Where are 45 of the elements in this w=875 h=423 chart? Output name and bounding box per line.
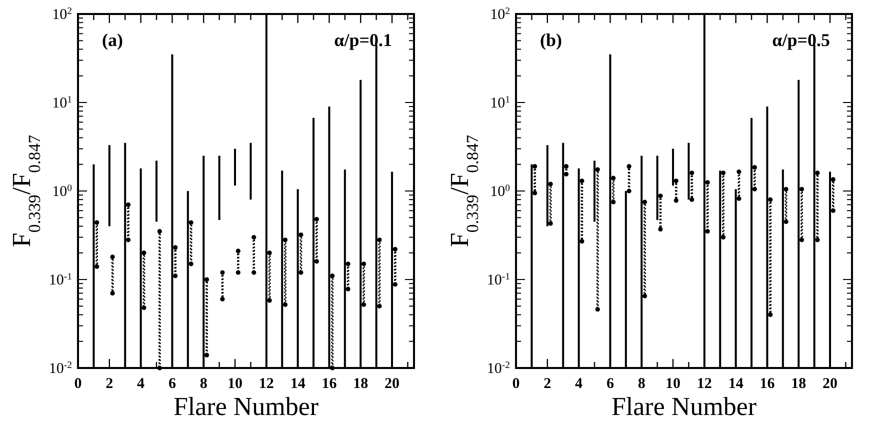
bar [250, 142, 252, 200]
bar [546, 145, 548, 226]
x-tick-label: 16 [760, 376, 776, 392]
bar [234, 148, 236, 186]
x-tick-label: 18 [791, 376, 806, 392]
x-tick-label: 16 [322, 376, 338, 392]
x-tick-label: 0 [74, 376, 82, 392]
y-tick-label: 10$^{-1}$ [486, 271, 510, 288]
y-tick-label: 10$^{0}$ [490, 182, 510, 200]
x-tick-label: 8 [638, 376, 646, 392]
annotation: α/p=0.5 [772, 30, 830, 50]
x-tick-label: 18 [353, 376, 368, 392]
y-tick-label: 10$^{2}$ [490, 6, 510, 23]
y-tick-label: 10$^{1}$ [490, 94, 510, 112]
y-tick-label: 10$^{-2}$ [48, 360, 72, 377]
bar [108, 145, 110, 226]
x-tick-label: 20 [822, 376, 838, 392]
x-tick-label: 4 [137, 376, 146, 392]
x-tick-label: 14 [290, 376, 306, 392]
x-tick-label: 10 [666, 376, 681, 392]
x-axis-title: Flare Number [611, 392, 757, 421]
x-tick-label: 20 [384, 376, 400, 392]
x-tick-label: 14 [728, 376, 744, 392]
x-tick-label: 4 [575, 376, 584, 392]
y-tick-label: 10$^{0}$ [52, 182, 72, 200]
annotation: α/p=0.1 [334, 30, 392, 50]
x-tick-label: 2 [544, 376, 552, 392]
y-tick-label: 10$^{-1}$ [48, 271, 72, 288]
bar [218, 156, 220, 220]
x-tick-label: 12 [696, 376, 712, 392]
bar [156, 160, 158, 222]
annotation: (a) [102, 30, 123, 50]
x-axis-title: Flare Number [173, 392, 319, 421]
x-tick-label: 2 [106, 376, 114, 392]
x-tick-label: 12 [258, 376, 274, 392]
y-tick-label: 10$^{2}$ [52, 6, 72, 23]
y-tick-label: 10$^{1}$ [52, 94, 72, 112]
x-tick-label: 8 [200, 376, 208, 392]
x-tick-label: 0 [512, 376, 520, 392]
x-tick-label: 6 [606, 376, 614, 392]
x-tick-label: 10 [228, 376, 243, 392]
y-tick-label: 10$^{-2}$ [486, 360, 510, 377]
bar [688, 142, 690, 200]
annotation: (b) [540, 30, 562, 50]
x-tick-label: 6 [168, 376, 176, 392]
